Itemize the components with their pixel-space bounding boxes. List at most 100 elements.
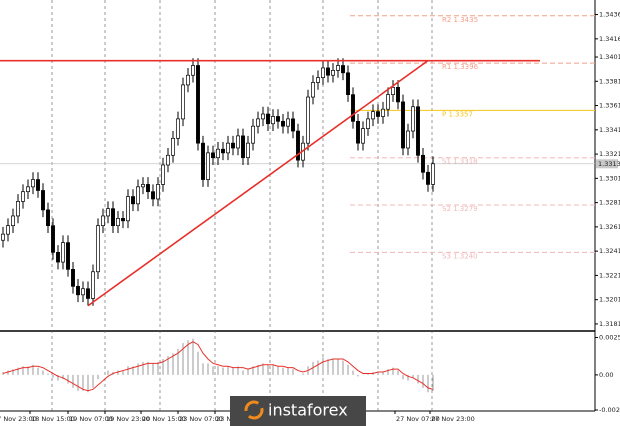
candle-body xyxy=(401,101,405,149)
candle-body xyxy=(216,148,220,159)
candle-body xyxy=(21,191,25,202)
candle-body xyxy=(396,87,400,103)
candle-body xyxy=(331,70,335,76)
candle-body xyxy=(76,285,80,296)
price-box xyxy=(596,159,618,169)
candle-body xyxy=(206,152,210,180)
candle-body xyxy=(151,191,155,200)
candle-body xyxy=(286,118,290,127)
candle-body xyxy=(226,142,230,154)
candle-body xyxy=(136,186,140,205)
candle-body xyxy=(141,184,145,188)
y-tick-label: 1.3281 xyxy=(599,199,620,207)
candle-body xyxy=(231,142,235,149)
x-tick-label: 23 Nov 07:00 xyxy=(179,415,223,423)
candle-body xyxy=(126,196,130,222)
y-tick-label: 1.3416 xyxy=(599,35,620,43)
y-tick-label: 1.3301 xyxy=(599,174,620,182)
candle-body xyxy=(91,271,95,299)
candle-body xyxy=(341,65,345,74)
y-tick-label: 1.3401 xyxy=(599,53,620,61)
y-tick-label: 1.3201 xyxy=(599,296,620,304)
candle-body xyxy=(366,118,370,129)
y-tick-label: 1.3241 xyxy=(599,247,620,255)
candle-body xyxy=(381,108,385,117)
x-tick-label: 19 Nov 07:00 xyxy=(69,415,113,423)
candle-body xyxy=(166,154,170,166)
candle-body xyxy=(131,196,135,205)
candle-body xyxy=(246,142,250,159)
candle-body xyxy=(421,154,425,173)
y-tick-label: 1.3221 xyxy=(599,271,620,279)
candle-body xyxy=(191,65,195,76)
candle-body xyxy=(36,179,40,191)
candle-body xyxy=(336,65,340,71)
candle-body xyxy=(186,74,190,86)
candle-body xyxy=(411,106,415,132)
candle-body xyxy=(321,67,325,78)
candle-body xyxy=(426,171,430,185)
candle-body xyxy=(121,218,125,222)
y2-tick-label: -0.00243 xyxy=(599,406,620,414)
x-tick-label: 27 Nov 23:00 xyxy=(431,415,475,423)
y-tick-label: 1.3381 xyxy=(599,77,620,85)
watermark-banner: instaforex xyxy=(230,396,366,426)
candle-body xyxy=(196,65,200,144)
candle-body xyxy=(386,94,390,110)
x-tick-label: 27 Nov 07:00 xyxy=(396,415,440,423)
candle-body xyxy=(371,111,375,120)
watermark-text: instaforex xyxy=(268,401,348,420)
y-tick-label: 1.3361 xyxy=(599,102,620,110)
candle-body xyxy=(116,218,120,227)
pivot-label: R2 1.3435 xyxy=(442,16,478,24)
candle-body xyxy=(26,186,30,193)
pivot-label: P 1.3357 xyxy=(442,110,473,118)
candle-body xyxy=(171,137,175,156)
candle-body xyxy=(416,106,420,156)
candle-body xyxy=(146,184,150,193)
candle-body xyxy=(431,163,435,185)
candle-body xyxy=(181,84,185,120)
x-tick-label: 17 Nov 23:00 xyxy=(0,415,37,423)
candle-body xyxy=(96,225,100,273)
candle-body xyxy=(261,113,265,120)
candle-body xyxy=(276,116,280,122)
pivot-label: S2 1.3279 xyxy=(442,205,478,213)
candle-body xyxy=(326,67,330,76)
candle-body xyxy=(221,148,225,154)
candle-body xyxy=(251,125,255,144)
pivot-label: S1 1.3318 xyxy=(442,158,478,166)
candle-body xyxy=(81,288,85,296)
x-tick-label: 20 Nov 15:00 xyxy=(142,415,186,423)
candle-body xyxy=(86,288,90,299)
candle-body xyxy=(376,111,380,117)
candle-body xyxy=(316,77,320,83)
candle-body xyxy=(66,242,70,270)
candle-body xyxy=(156,184,160,200)
candle-body xyxy=(271,116,275,125)
pivot-label: R1 1.3396 xyxy=(442,63,479,71)
candle-body xyxy=(11,215,15,227)
candle-body xyxy=(346,72,350,95)
candle-body xyxy=(71,268,75,287)
candle-body xyxy=(211,152,215,159)
candle-body xyxy=(106,208,110,217)
candle-body xyxy=(236,135,240,149)
candle-body xyxy=(51,225,55,253)
signal-line xyxy=(2,341,434,392)
y2-tick-label: 0.00 xyxy=(599,371,613,379)
candle-body xyxy=(16,201,20,217)
candle-body xyxy=(101,215,105,227)
candle-body xyxy=(266,113,270,125)
candle-body xyxy=(296,130,300,161)
candle-body xyxy=(281,120,285,127)
y-tick-label: 1.3321 xyxy=(599,150,620,158)
candle-body xyxy=(161,164,165,185)
x-tick-label: 18 Nov 15:00 xyxy=(31,415,75,423)
trendline xyxy=(87,60,429,307)
candle-body xyxy=(241,135,245,159)
candle-body xyxy=(6,225,10,235)
candle-body xyxy=(351,94,355,122)
